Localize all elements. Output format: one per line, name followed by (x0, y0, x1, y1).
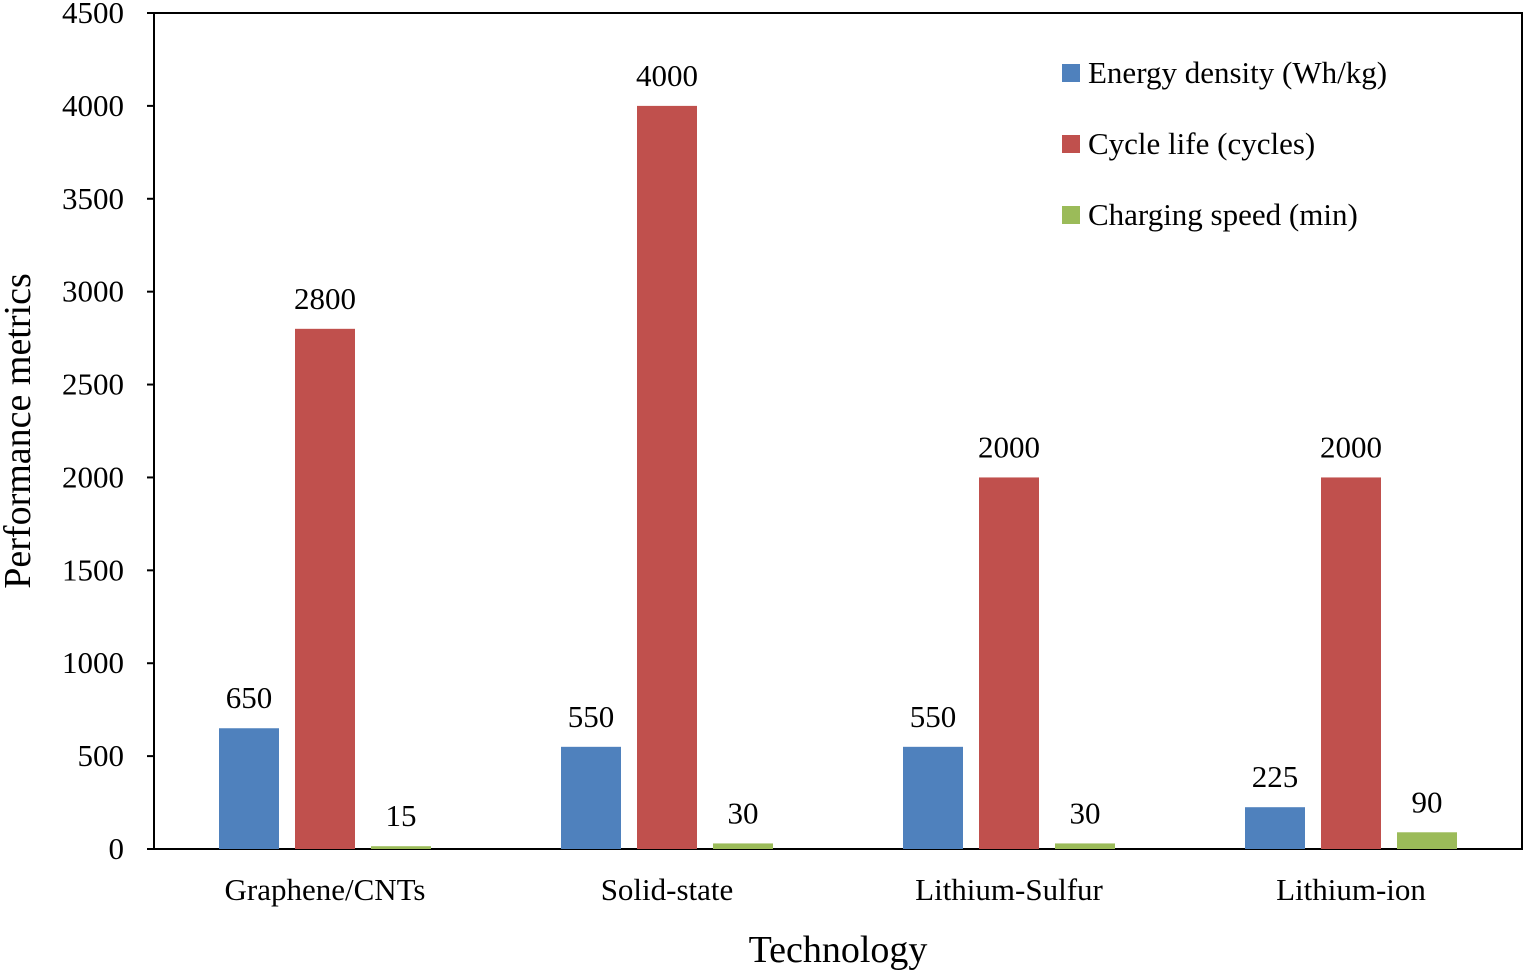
data-label: 225 (1252, 759, 1299, 794)
bar (1397, 832, 1457, 849)
data-label: 30 (1070, 795, 1101, 830)
y-tick-label: 1500 (62, 552, 124, 587)
x-tick-label: Lithium-Sulfur (915, 872, 1103, 907)
legend-swatch (1062, 206, 1080, 224)
y-tick-label: 0 (109, 831, 125, 866)
x-axis-tick-labels: Graphene/CNTs Solid-state Lithium-Sulfur Li… (224, 872, 1426, 907)
bars (219, 105, 1457, 849)
legend-swatch (1062, 135, 1080, 153)
x-tick-label: Solid-state (601, 872, 734, 907)
plot-frame (153, 12, 1523, 850)
data-label: 30 (728, 795, 759, 830)
data-label: 650 (226, 680, 273, 715)
bar (637, 105, 697, 849)
bar (979, 477, 1039, 849)
data-label: 2000 (1320, 429, 1382, 464)
data-label: 2800 (294, 281, 356, 316)
y-tick-label: 3000 (62, 274, 124, 309)
bar (295, 328, 355, 849)
data-label: 90 (1412, 784, 1443, 819)
x-tick-label: Lithium-ion (1276, 872, 1426, 907)
legend-swatch (1062, 64, 1080, 82)
bar (1055, 843, 1115, 849)
data-labels: 650 2800 15 550 4000 30 550 2000 30 225 2000 90 (226, 58, 1443, 833)
data-label: 15 (386, 798, 417, 833)
bar (1245, 807, 1305, 849)
y-axis-ticks: 0 500 1000 1500 2000 2500 3000 3500 4000 4500 (62, 0, 154, 866)
y-tick-label: 3500 (62, 181, 124, 216)
bar (371, 846, 431, 849)
y-axis-title: Performance metrics (0, 273, 39, 588)
y-tick-label: 4000 (62, 88, 124, 123)
bar (903, 746, 963, 849)
data-label: 4000 (636, 58, 698, 93)
bar (1321, 477, 1381, 849)
bar (713, 843, 773, 849)
y-tick-label: 1000 (62, 645, 124, 680)
x-tick-label: Graphene/CNTs (224, 872, 425, 907)
legend-entry: Charging speed (min) (1088, 197, 1358, 232)
data-label: 550 (568, 699, 615, 734)
bar (219, 728, 279, 849)
data-label: 2000 (978, 429, 1040, 464)
bar (561, 746, 621, 849)
legend: Energy density (Wh/kg) Cycle life (cycles… (1062, 55, 1387, 232)
y-tick-label: 4500 (62, 0, 124, 30)
y-tick-label: 2000 (62, 459, 124, 494)
data-label: 550 (910, 699, 957, 734)
legend-entry: Energy density (Wh/kg) (1088, 55, 1387, 90)
x-axis-title: Technology (749, 929, 928, 971)
y-tick-label: 2500 (62, 367, 124, 402)
legend-entry: Cycle life (cycles) (1088, 126, 1315, 161)
y-tick-label: 500 (78, 738, 125, 773)
